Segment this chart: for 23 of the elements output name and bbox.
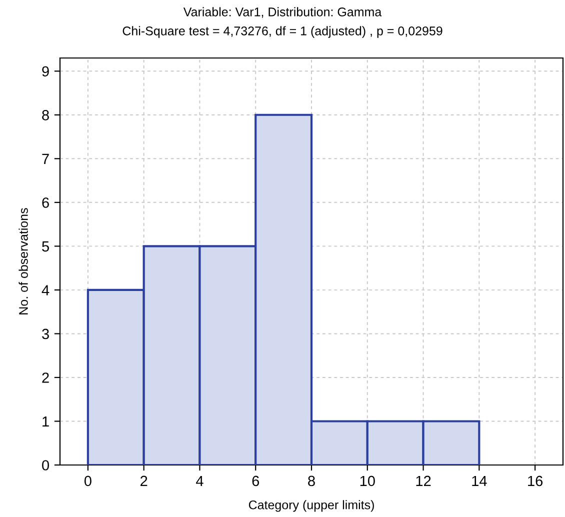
x-tick-label: 10 <box>360 476 375 486</box>
chart-subtitle: Chi-Square test = 4,73276, df = 1 (adjusted) , p = 0,02959 <box>122 26 442 38</box>
y-tick-label: 2 <box>42 372 49 383</box>
chart-title: Variable: Var1, Distribution: Gamma <box>183 7 382 18</box>
y-tick-label: 1 <box>42 416 49 427</box>
y-tick-label: 3 <box>42 328 49 340</box>
x-tick-label: 14 <box>472 476 487 486</box>
y-tick-label: 8 <box>42 110 49 120</box>
y-axis-title: No. of observations <box>18 208 28 314</box>
y-tick-label: 0 <box>42 460 50 470</box>
y-tick-label: 5 <box>42 241 49 252</box>
y-tick-label: 4 <box>42 285 50 296</box>
x-tick-label: 6 <box>252 476 260 486</box>
y-tick-label: 7 <box>42 154 49 164</box>
x-tick-label: 8 <box>308 476 315 486</box>
x-tick-label: 2 <box>140 476 148 486</box>
x-axis-title: Category (upper limits) <box>248 500 374 512</box>
x-tick-label: 4 <box>196 476 204 486</box>
x-tick-label: 0 <box>84 476 92 486</box>
x-tick-label: 12 <box>416 476 431 486</box>
y-tick-label: 6 <box>42 198 49 208</box>
y-tick-label: 9 <box>42 66 49 77</box>
x-tick-label: 16 <box>528 476 543 486</box>
